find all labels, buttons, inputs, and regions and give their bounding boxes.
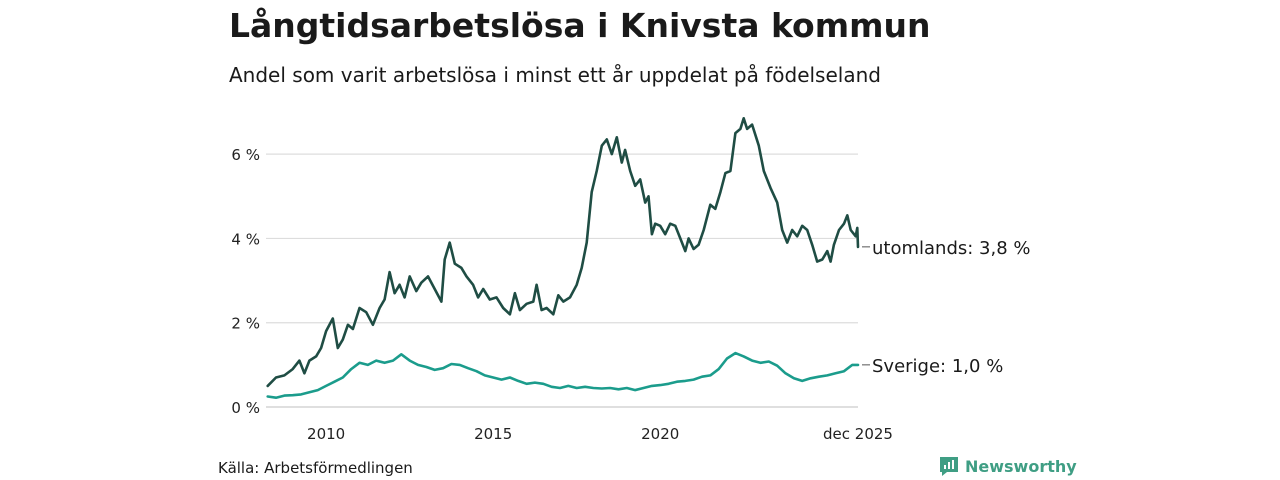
newsworthy-logo-icon (940, 457, 958, 476)
series-end-label: Sverige: 1,0 % (872, 356, 1003, 377)
y-tick-label: 4 % (231, 230, 260, 248)
y-tick-label: 0 % (231, 399, 260, 417)
series-line-utomlands (266, 117, 860, 388)
x-tick-label: dec 2025 (823, 425, 893, 443)
source-note: Källa: Arbetsförmedlingen (218, 459, 413, 477)
page-title: Långtidsarbetslösa i Knivsta kommun (229, 6, 931, 45)
series-end-label: utomlands: 3,8 % (872, 238, 1031, 259)
brand-name: Newsworthy (965, 457, 1077, 476)
series-line-sverige (266, 351, 860, 399)
y-tick-label: 6 % (231, 146, 260, 164)
x-tick-label: 2010 (307, 425, 345, 443)
page-subtitle: Andel som varit arbetslösa i minst ett å… (229, 63, 881, 87)
x-tick-label: 2015 (474, 425, 512, 443)
y-tick-label: 2 % (231, 315, 260, 333)
brand[interactable]: Newsworthy (939, 456, 1077, 477)
x-tick-label: 2020 (641, 425, 679, 443)
